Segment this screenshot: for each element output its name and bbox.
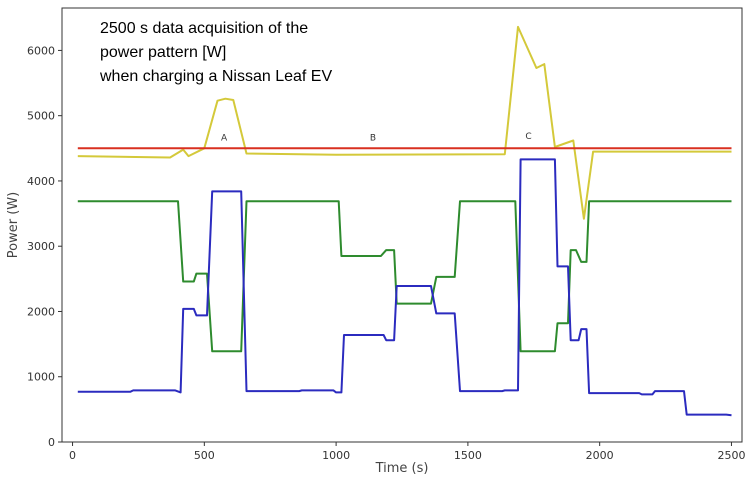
x-tick-label: 1000	[322, 449, 350, 462]
green-series-line	[77, 200, 732, 353]
y-tick-label: 0	[48, 436, 55, 449]
y-tick-label: 4000	[27, 175, 55, 188]
title-line-2: power pattern [W]	[100, 44, 226, 61]
annotation-layer: A B C	[221, 132, 532, 143]
x-tick-label: 1500	[454, 449, 482, 462]
y-axis-label: Power (W)	[6, 192, 21, 258]
axis-ticks: 0 500 1000 1500 2000 2500 0 1000 2000 3000 4000 500…	[27, 44, 745, 462]
title-line-1: 2500 s data acquisition of the	[100, 20, 308, 37]
annotation-label: A	[221, 133, 228, 143]
x-axis-label: Time (s)	[375, 461, 429, 476]
x-tick-label: 2500	[717, 449, 745, 462]
blue-series-line	[77, 158, 732, 417]
title-line-3: when charging a Nissan Leaf EV	[99, 68, 332, 85]
chart-title: 2500 s data acquisition of the power pat…	[99, 20, 332, 85]
annotation-label: C	[525, 132, 531, 142]
annotation-label: B	[370, 133, 376, 143]
y-tick-label: 1000	[27, 371, 55, 384]
y-tick-label: 2000	[27, 305, 55, 318]
x-tick-label: 2000	[586, 449, 614, 462]
y-tick-label: 5000	[27, 110, 55, 123]
plot-area-frame	[61, 7, 743, 443]
x-tick-label: 0	[69, 449, 76, 462]
y-tick-label: 6000	[27, 44, 55, 57]
y-tick-label: 3000	[27, 240, 55, 253]
yellow-series-line	[77, 25, 732, 220]
x-tick-label: 500	[194, 449, 215, 462]
series-layer	[77, 25, 732, 417]
